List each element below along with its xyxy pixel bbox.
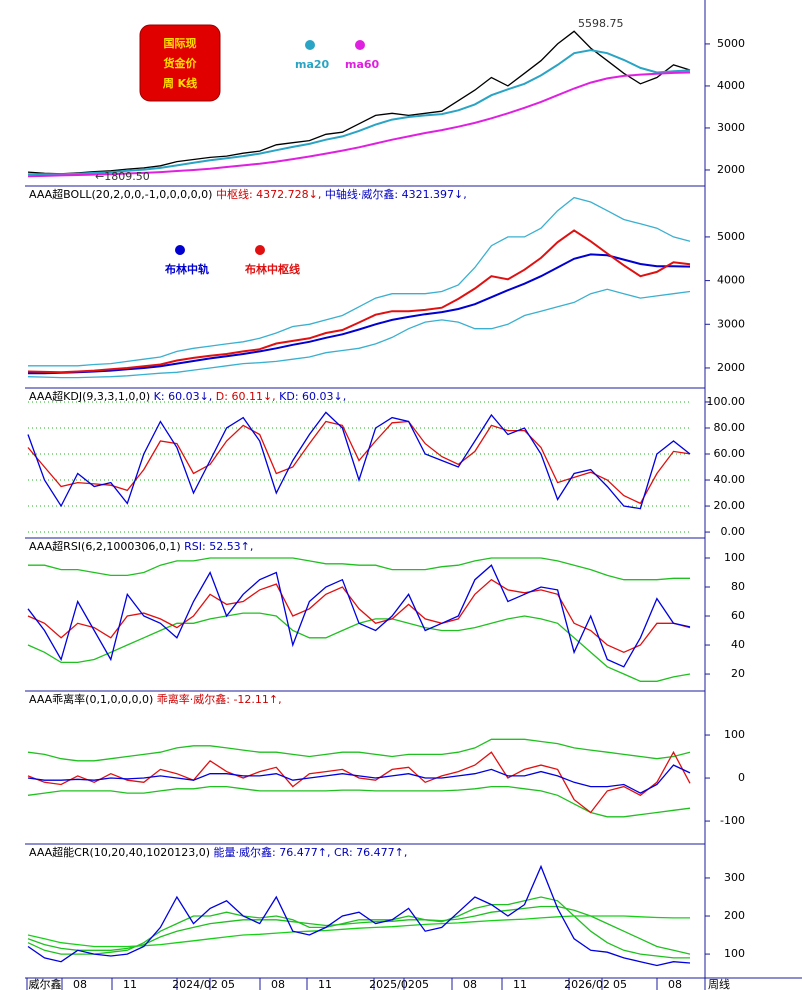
y-tick-label: 3000 (717, 121, 745, 134)
legend-marker (305, 40, 315, 50)
y-tick-label: 5000 (717, 37, 745, 50)
header-text: 乖离率·威尔鑫: -12.11↑, (153, 692, 281, 706)
annotation: 5598.75 (578, 17, 624, 30)
y-tick-label: 0.00 (721, 525, 746, 538)
y-tick-label: -100 (720, 814, 745, 827)
x-tick-label: 2024/02 (172, 978, 218, 990)
series-line (27, 30, 691, 175)
y-tick-label: 4000 (717, 274, 745, 287)
series-line (28, 49, 691, 176)
x-tick-label: 08 (73, 978, 87, 990)
y-tick-label: 80 (731, 580, 745, 593)
y-tick-label: 3000 (717, 317, 745, 330)
series-line (27, 785, 691, 818)
header-text: 能量·威尔鑫: 76.477↑, (210, 845, 330, 859)
series-line (27, 764, 691, 794)
logo-text: 国际现 (164, 36, 197, 50)
y-tick-label: 2000 (717, 163, 745, 176)
legend-label: ma20 (295, 58, 330, 71)
y-tick-label: 40.00 (714, 473, 746, 486)
panel-header: AAA超BOLL(20,2,0,0,-1,0,0,0,0,0) 中枢线: 437… (29, 187, 467, 201)
y-tick-label: 200 (724, 909, 745, 922)
x-tick-label: 2025/02 (369, 978, 415, 990)
series-line (28, 196, 691, 367)
panel-header: AAA超KDJ(9,3,3,1,0,0) K: 60.03↓, D: 60.11… (29, 389, 346, 403)
panel-header: AAA乖离率(0,1,0,0,0,0) 乖离率·威尔鑫: -12.11↑, (29, 692, 282, 706)
x-tick-label: 08 (271, 978, 285, 990)
legend-marker (355, 40, 365, 50)
header-text: 中轴线·威尔鑫: 4321.397↓, (321, 187, 466, 201)
x-tick-label: 05 (613, 978, 627, 990)
header-text: AAA超KDJ(9,3,3,1,0,0) (29, 389, 150, 403)
y-tick-label: 60.00 (714, 447, 746, 460)
y-tick-label: 100.00 (707, 395, 746, 408)
y-tick-label: 20 (731, 667, 745, 680)
y-tick-label: 4000 (717, 79, 745, 92)
y-tick-label: 40 (731, 638, 745, 651)
y-tick-label: 20.00 (714, 499, 746, 512)
x-tick-label: 05 (221, 978, 235, 990)
series-line (27, 229, 691, 374)
series-line (27, 915, 690, 948)
x-tick-label: 11 (318, 978, 332, 990)
header-text: KD: 60.03↓, (276, 390, 347, 403)
series-line (27, 564, 691, 668)
y-tick-label: 5000 (717, 230, 745, 243)
legend-marker (175, 245, 185, 255)
panel-header: AAA超RSI(6,2,1000306,0,1) RSI: 52.53↑, (29, 539, 253, 553)
period-label: 周线 (708, 977, 730, 990)
y-tick-label: 100 (724, 551, 745, 564)
x-tick-label: 11 (123, 978, 137, 990)
legend-label: 布林中枢线 (245, 262, 300, 276)
y-tick-label: 60 (731, 609, 745, 622)
series-line (28, 253, 691, 375)
y-tick-label: 0 (738, 771, 745, 784)
logo-text: 周 K线 (163, 76, 197, 90)
logo-box (139, 24, 221, 102)
x-tick-label: 威尔鑫 (29, 977, 62, 990)
series-line (27, 738, 691, 762)
y-tick-label: 80.00 (714, 421, 746, 434)
series-line (27, 411, 691, 510)
y-tick-label: 2000 (717, 361, 745, 374)
series-line (27, 71, 691, 178)
series-line (27, 578, 691, 654)
x-tick-label: 08 (668, 978, 682, 990)
series-line (27, 864, 691, 967)
y-tick-label: 100 (724, 947, 745, 960)
header-text: K: 60.03↓, (150, 390, 212, 403)
header-text: AAA超RSI(6,2,1000306,0,1) (29, 539, 181, 553)
panel-header: AAA超能CR(10,20,40,1020123,0) 能量·威尔鑫: 76.4… (29, 845, 407, 859)
header-text: 中枢线: 4372.728↓, (212, 187, 321, 201)
annotation: ←1809.50 (95, 170, 150, 183)
header-text: AAA超能CR(10,20,40,1020123,0) (29, 845, 210, 859)
x-tick-label: 11 (513, 978, 527, 990)
y-tick-label: 300 (724, 871, 745, 884)
x-tick-label: 05 (415, 978, 429, 990)
series-line (27, 750, 691, 814)
series-line (27, 420, 691, 505)
legend-label: 布林中轨 (165, 262, 209, 276)
header-text: D: 60.11↓, (212, 390, 275, 403)
header-text: RSI: 52.53↑, (181, 540, 254, 553)
legend-label: ma60 (345, 58, 380, 71)
y-tick-label: 100 (724, 728, 745, 741)
header-text: CR: 76.477↑, (330, 846, 407, 859)
series-line (27, 288, 691, 379)
header-text: AAA乖离率(0,1,0,0,0,0) (29, 692, 153, 706)
legend-marker (255, 245, 265, 255)
header-text: AAA超BOLL(20,2,0,0,-1,0,0,0,0,0) (29, 187, 212, 201)
x-tick-label: 2026/02 (564, 978, 610, 990)
logo-text: 货金价 (163, 56, 198, 70)
series-line (28, 557, 690, 581)
x-tick-label: 08 (463, 978, 477, 990)
